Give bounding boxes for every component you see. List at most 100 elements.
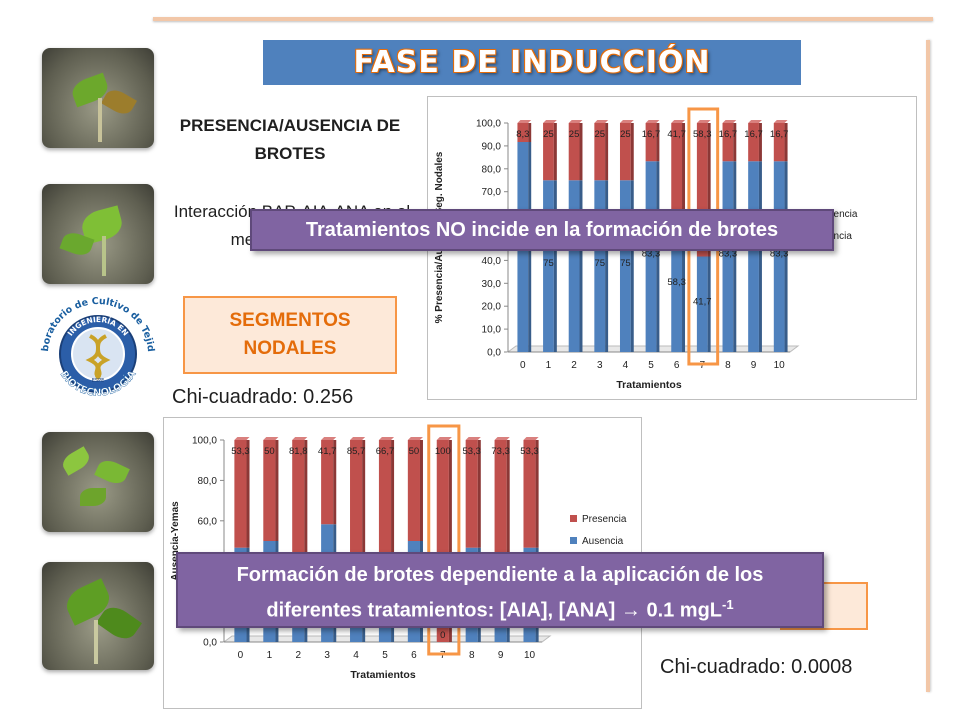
chart2-x-title: Tratamientos xyxy=(350,669,416,681)
plant-photo-1 xyxy=(42,48,154,148)
chart2-bar-presencia-side xyxy=(506,440,510,589)
chart1-legend-label: sencia xyxy=(823,231,852,242)
right-divider xyxy=(926,40,930,692)
chart2-xtick-label: 3 xyxy=(324,650,330,661)
chart1-ytick-label: 40,0 xyxy=(482,256,502,267)
banner-dependent: Formación de brotes dependiente a la apl… xyxy=(176,552,824,628)
chart2-bar-presencia-side xyxy=(362,440,366,614)
chart1-label-ausencia: 75 xyxy=(543,258,554,269)
logo-small-text: ESPE xyxy=(92,378,105,384)
chart2-bar-presencia-side xyxy=(275,440,279,541)
chart2-bar-top xyxy=(350,437,366,440)
chart1-xtick-label: 5 xyxy=(648,360,654,371)
chart1-bar-presencia xyxy=(517,123,529,143)
biotech-lab-logo: Laboratorio de Cultivo de Tejidos INGENI… xyxy=(33,284,160,410)
chart1-bar-ausencia-side xyxy=(553,180,557,352)
top-divider xyxy=(153,17,933,21)
chart1-bar-presencia xyxy=(568,123,580,181)
chart2-y-title: Ausencia-Yemas xyxy=(170,501,181,581)
chart1-bar-presencia xyxy=(645,123,657,162)
slide-title: FASE DE INDUCCIÓN xyxy=(353,45,711,80)
chart1-bar-top xyxy=(773,120,788,123)
chart1-bar-ausencia xyxy=(696,256,708,352)
banner-no-effect: Tratamientos NO incide en la formación d… xyxy=(250,209,834,251)
segment-label: SEGMENTOS NODALES xyxy=(229,310,351,359)
chart1-bar-ausencia-side xyxy=(605,180,609,352)
plant-photo-3 xyxy=(42,432,154,532)
chart2-xtick-label: 10 xyxy=(524,650,536,661)
chart1-bar-presencia xyxy=(619,123,631,181)
chart1-bar-presencia-side xyxy=(733,123,737,162)
chart1-label-ausencia: 75 xyxy=(594,258,605,269)
chart1-bar-ausencia xyxy=(645,161,657,352)
chart-1-svg: 0,010,020,030,040,050,060,070,080,090,01… xyxy=(434,107,858,391)
banner-dependent-line2: diferentes tratamientos: [AIA], [ANA] → … xyxy=(178,590,822,626)
chart1-label-ausencia: 83,3 xyxy=(642,249,661,260)
chart2-bar-presencia xyxy=(263,440,276,541)
chart1-bar-top xyxy=(748,120,762,123)
chart2-xtick-label: 8 xyxy=(469,650,475,661)
chart1-bar-presencia xyxy=(543,123,554,181)
chart1-xtick-label: 9 xyxy=(751,360,757,371)
chart1-bar-top xyxy=(671,120,686,123)
chart2-bar-top xyxy=(465,437,481,440)
chart2-bar-top xyxy=(234,437,250,440)
chart1-ytick-label: 30,0 xyxy=(482,279,502,290)
chart1-ytick-label: 90,0 xyxy=(482,141,502,152)
chart2-label-ausencia: 0 xyxy=(440,630,445,641)
chart2-label-presencia: 53,3 xyxy=(520,446,539,457)
plant-photo-4 xyxy=(42,562,154,670)
chart2-bar-presencia xyxy=(465,440,478,548)
chart2-bar-presencia xyxy=(321,440,334,525)
chart1-label-presencia: 8,3 xyxy=(516,129,529,140)
chart2-ytick-label: 0,0 xyxy=(203,638,217,649)
chart2-bar-presencia-side xyxy=(477,440,481,548)
chart2-xtick-label: 9 xyxy=(498,650,504,661)
chart1-bar-presencia-side xyxy=(758,123,762,162)
banner-dependent-line1: Formación de brotes dependiente a la apl… xyxy=(236,564,764,586)
chart1-xtick-label: 3 xyxy=(597,360,603,371)
chart2-bar-top xyxy=(494,437,510,440)
chart1-xtick-label: 0 xyxy=(520,360,526,371)
chart2-label-presencia: 100 xyxy=(435,446,451,457)
chart2-label-presencia: 53,3 xyxy=(462,446,481,457)
chart2-legend-label: Presencia xyxy=(582,514,627,525)
chart1-bar-presencia-side xyxy=(682,123,686,219)
chart2-xtick-label: 2 xyxy=(295,650,301,661)
chart1-bar-ausencia-side xyxy=(733,161,737,352)
chart1-ytick-label: 70,0 xyxy=(482,187,502,198)
chart1-bar-ausencia-side xyxy=(758,161,762,352)
chart2-xtick-label: 6 xyxy=(411,650,417,661)
chart1-bar-presencia xyxy=(594,123,606,181)
chart1-bar-top xyxy=(619,120,634,123)
chart2-xtick-label: 1 xyxy=(267,650,273,661)
chart1-bar-ausencia-side xyxy=(656,161,660,352)
chart1-bar-presencia xyxy=(671,123,683,219)
chart2-bar-presencia-side xyxy=(333,440,337,525)
chart1-label-presencia: 41,7 xyxy=(667,129,686,140)
chart1-xtick-label: 6 xyxy=(674,360,680,371)
chart2-bar-presencia-side xyxy=(448,440,452,642)
chart2-bar-top xyxy=(407,437,423,440)
chart2-xtick-label: 0 xyxy=(238,650,244,661)
chart1-bar-presencia-side xyxy=(553,123,557,181)
chart1-bar-presencia-side xyxy=(579,123,583,181)
chart1-bar-presencia-side xyxy=(630,123,634,181)
chart1-bar-ausencia xyxy=(671,218,683,352)
chart1-label-ausencia: 58,3 xyxy=(667,277,686,288)
segment-label-box: SEGMENTOS NODALES xyxy=(183,296,397,374)
chart1-ytick-label: 20,0 xyxy=(482,302,502,313)
banner-no-effect-text: Tratamientos NO incide en la formación d… xyxy=(305,219,779,241)
chi-square-2: Chi-cuadrado: 0.0008 xyxy=(660,656,853,678)
chart2-label-presencia: 50 xyxy=(264,446,275,457)
chart1-label-presencia: 25 xyxy=(620,129,631,140)
chart2-xtick-label: 5 xyxy=(382,650,388,661)
chi-square-1: Chi-cuadrado: 0.256 xyxy=(172,386,354,408)
chart1-label-ausencia: 41,7 xyxy=(693,296,712,307)
chart1-bar-top xyxy=(543,120,557,123)
chart1-bar-ausencia xyxy=(773,161,785,352)
chart1-bar-top xyxy=(517,120,532,123)
chart1-label-ausencia: 83,3 xyxy=(770,249,789,260)
chart1-label-presencia: 25 xyxy=(569,129,580,140)
chart2-bar-top xyxy=(378,437,395,440)
